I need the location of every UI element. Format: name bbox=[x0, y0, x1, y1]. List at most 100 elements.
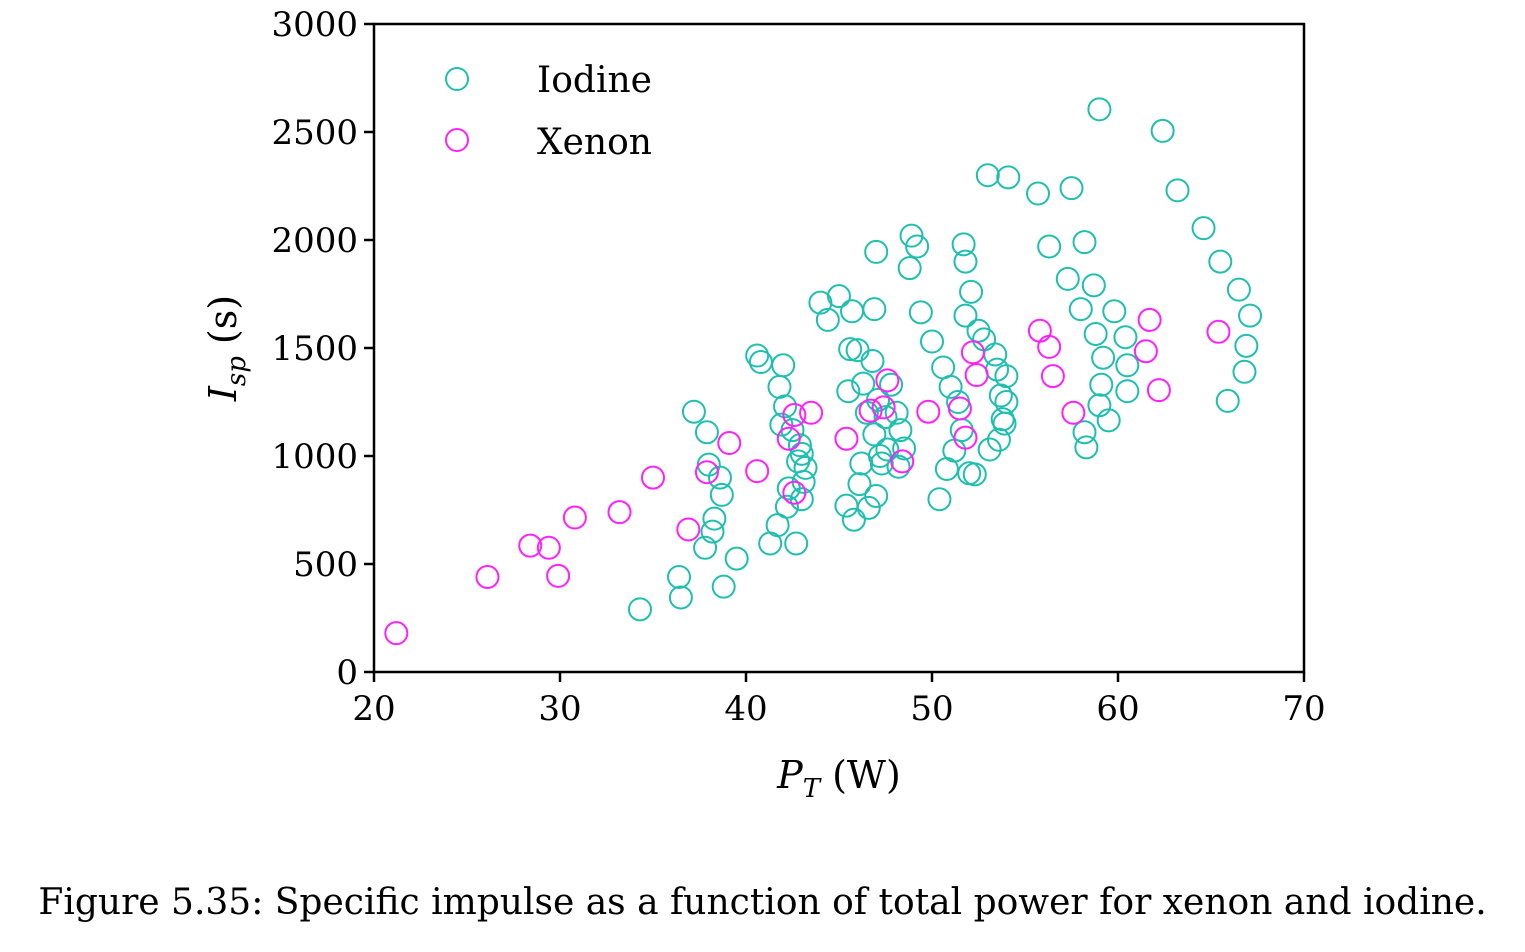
iodine-point bbox=[1234, 333, 1259, 358]
iodine-point bbox=[1026, 181, 1051, 206]
xenon-point bbox=[717, 431, 742, 456]
iodine-point bbox=[724, 546, 749, 571]
iodine-point bbox=[927, 487, 952, 512]
iodine-point bbox=[1055, 266, 1080, 291]
iodine-point bbox=[953, 249, 978, 274]
xenon-point bbox=[694, 460, 719, 485]
x-tick-label: 30 bbox=[538, 689, 581, 729]
iodine-point bbox=[627, 597, 652, 622]
iodine-point bbox=[784, 531, 809, 556]
y-tick-label: 500 bbox=[293, 545, 358, 585]
iodine-point bbox=[711, 574, 736, 599]
iodine-point bbox=[1091, 345, 1116, 370]
iodine-point bbox=[808, 290, 833, 315]
iodine-point bbox=[942, 438, 967, 463]
iodine-point bbox=[696, 452, 721, 477]
iodine-point bbox=[1191, 216, 1216, 241]
iodine-point bbox=[983, 342, 1008, 367]
iodine-point bbox=[748, 350, 773, 375]
iodine-point bbox=[769, 412, 794, 437]
iodine-point bbox=[1226, 277, 1251, 302]
iodine-point bbox=[1096, 408, 1121, 433]
iodine-point bbox=[864, 239, 889, 264]
x-tick-label: 60 bbox=[1096, 689, 1139, 729]
iodine-point bbox=[1115, 379, 1140, 404]
iodine-point bbox=[707, 465, 732, 490]
iodine-point bbox=[892, 436, 917, 461]
iodine-point bbox=[884, 400, 909, 425]
xenon-point bbox=[518, 533, 543, 558]
iodine-point bbox=[1208, 249, 1233, 274]
xenon-point bbox=[776, 426, 801, 451]
legend-label-xenon: Xenon bbox=[537, 122, 652, 163]
iodine-point bbox=[774, 494, 799, 519]
iodine-point bbox=[908, 300, 933, 325]
iodine-point bbox=[962, 462, 987, 487]
xenon-point bbox=[1146, 378, 1171, 403]
iodine-point bbox=[1081, 273, 1106, 298]
iodine-point bbox=[860, 348, 885, 373]
iodine-point bbox=[905, 234, 930, 259]
xenon-point bbox=[1061, 400, 1086, 425]
iodine-point bbox=[793, 455, 818, 480]
xenon-point bbox=[1137, 307, 1162, 332]
xenon-point bbox=[964, 363, 989, 387]
y-tick-label: 2000 bbox=[271, 221, 358, 261]
iodine-point bbox=[815, 307, 840, 332]
axis-ticks: 20 30 40 50 60 70 0 500 1000 1500 2000 2500 3000 bbox=[271, 5, 1325, 729]
xenon-point bbox=[1037, 334, 1062, 359]
xenon-point bbox=[607, 500, 632, 525]
iodine-point bbox=[1059, 176, 1084, 201]
iodine-point bbox=[951, 232, 976, 257]
iodine-point bbox=[959, 279, 984, 304]
xenon-point bbox=[871, 395, 896, 420]
iodine-point bbox=[1068, 297, 1093, 322]
iodine-point bbox=[1115, 353, 1140, 378]
xenon-point bbox=[834, 426, 859, 451]
iodine-point bbox=[1072, 420, 1097, 445]
iodine-point bbox=[899, 223, 924, 248]
xenon-point bbox=[947, 396, 972, 421]
iodine-point bbox=[847, 472, 872, 497]
xenon-point bbox=[953, 425, 978, 450]
xenon-point bbox=[875, 368, 900, 393]
iodine-point bbox=[888, 418, 913, 443]
iodine-point bbox=[1102, 299, 1127, 324]
iodine-point bbox=[1165, 178, 1190, 203]
xenon-point bbox=[475, 564, 500, 589]
xenon-point bbox=[745, 459, 770, 484]
iodine-point bbox=[745, 343, 770, 368]
legend-marker-iodine bbox=[445, 67, 469, 91]
iodine-point bbox=[827, 284, 851, 309]
xenon-point bbox=[676, 517, 701, 542]
iodine-point bbox=[886, 454, 911, 479]
xenon-point bbox=[562, 505, 587, 530]
iodine-point bbox=[836, 379, 861, 404]
data-points bbox=[384, 97, 1263, 646]
iodine-point bbox=[702, 506, 727, 531]
iodine-point bbox=[709, 482, 734, 507]
iodine-point bbox=[862, 297, 887, 322]
xenon-point bbox=[1027, 318, 1052, 343]
iodine-point bbox=[667, 564, 692, 589]
xenon-point bbox=[536, 535, 561, 560]
y-tick-label: 1000 bbox=[271, 437, 358, 477]
xenon-point bbox=[1040, 364, 1065, 389]
iodine-point bbox=[864, 483, 889, 508]
legend: Iodine Xenon bbox=[445, 60, 652, 163]
y-tick-label: 0 bbox=[336, 653, 358, 693]
iodine-point bbox=[1089, 372, 1114, 397]
xenon-point bbox=[890, 449, 915, 474]
iodine-point bbox=[700, 519, 725, 544]
iodine-point bbox=[840, 299, 865, 324]
iodine-point bbox=[1087, 97, 1112, 122]
iodine-point bbox=[873, 405, 898, 430]
iodine-point bbox=[787, 433, 812, 458]
iodine-point bbox=[771, 353, 796, 378]
scatter-plot: 20 30 40 50 60 70 0 500 1000 1500 2000 2500 3000 PT (… bbox=[201, 5, 1326, 804]
iodine-point bbox=[897, 256, 922, 281]
iodine-point bbox=[953, 303, 978, 328]
iodine-point bbox=[920, 329, 944, 354]
iodine-point bbox=[693, 535, 718, 560]
iodine-point bbox=[856, 495, 881, 520]
